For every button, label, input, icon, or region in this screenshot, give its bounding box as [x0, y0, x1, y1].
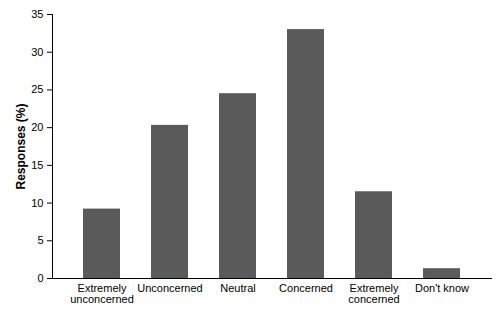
- svg-text:20: 20: [31, 121, 43, 133]
- svg-text:35: 35: [31, 8, 43, 20]
- svg-text:Neutral: Neutral: [220, 282, 255, 294]
- svg-text:Extremelyunconcerned: Extremelyunconcerned: [70, 282, 134, 305]
- svg-text:Unconcerned: Unconcerned: [137, 282, 202, 294]
- svg-text:Don't know: Don't know: [415, 282, 469, 294]
- svg-text:30: 30: [31, 46, 43, 58]
- svg-text:15: 15: [31, 159, 43, 171]
- svg-text:Responses (%): Responses (%): [14, 103, 28, 189]
- svg-text:Extremelyconcerned: Extremelyconcerned: [348, 282, 399, 305]
- svg-text:10: 10: [31, 197, 43, 209]
- svg-text:Concerned: Concerned: [279, 282, 333, 294]
- svg-text:25: 25: [31, 83, 43, 95]
- svg-text:0: 0: [37, 272, 43, 284]
- svg-text:5: 5: [37, 234, 43, 246]
